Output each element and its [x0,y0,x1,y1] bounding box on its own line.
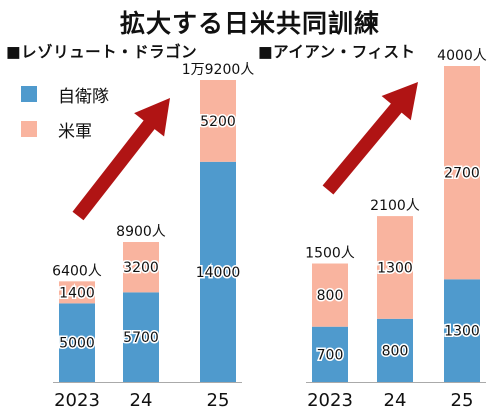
right-panel-title: ■アイアン・フィスト [258,43,416,61]
bar-value-label-p1-2-1: 2700 [444,166,480,182]
bar-value-label-p0-2-1: 5200 [200,114,236,130]
bar-us-p0-2 [200,80,236,162]
x-tick-label-p0-0: 2023 [54,390,100,411]
left-panel-title: ■レゾリュート・ドラゴン [6,43,198,61]
total-label-p1-0: 1500人 [305,246,355,262]
bar-us-p1-2 [444,66,480,280]
bar-jsdf-p0-1 [123,292,159,382]
x-tick-label-p0-2: 25 [207,390,230,411]
bar-value-label-p0-0-1: 1400 [59,285,95,301]
bar-us-p1-0 [312,263,348,327]
bar-us-p1-1 [377,216,413,319]
bar-jsdf-p0-0 [59,303,95,382]
total-label-p1-2: 4000人 [437,48,487,64]
total-label-p0-2: 1万9200人 [182,62,255,78]
legend-label-us: 米軍 [58,122,92,142]
legend-swatch-us [21,121,37,137]
bar-jsdf-p1-1 [377,318,413,382]
x-tick-label-p1-2: 25 [451,390,474,411]
x-tick-label-p1-0: 2023 [307,390,353,411]
total-label-p0-0: 6400人 [52,263,102,279]
bar-us-p0-1 [123,242,159,293]
chart-title: 拡大する日米共同訓練 [119,9,380,38]
bar-value-label-p1-1-0: 800 [382,343,409,359]
bar-value-label-p0-0-0: 5000 [59,336,95,352]
bar-value-label-p1-0-1: 800 [317,288,344,304]
trend-arrow-left [72,98,170,221]
total-label-p1-1: 2100人 [370,198,420,214]
bar-value-label-p1-2-0: 1300 [444,324,480,340]
bar-jsdf-p1-0 [312,326,348,382]
legend-swatch-jsdf [21,86,37,102]
bar-jsdf-p1-2 [444,279,480,382]
bar-jsdf-p0-2 [200,161,236,382]
total-label-p0-1: 8900人 [116,224,166,240]
bar-value-label-p0-1-0: 5700 [123,330,159,346]
x-tick-label-p1-1: 24 [384,390,407,411]
trend-arrow-right [322,82,418,195]
legend-label-jsdf: 自衛隊 [58,87,109,107]
bar-value-label-p1-1-1: 1300 [377,260,413,276]
x-tick-label-p0-1: 24 [130,390,153,411]
bar-us-p0-0 [59,281,95,304]
bar-value-label-p0-1-1: 3200 [123,260,159,276]
bar-value-label-p0-2-0: 14000 [196,265,241,281]
bar-value-label-p1-0-0: 700 [317,347,344,363]
